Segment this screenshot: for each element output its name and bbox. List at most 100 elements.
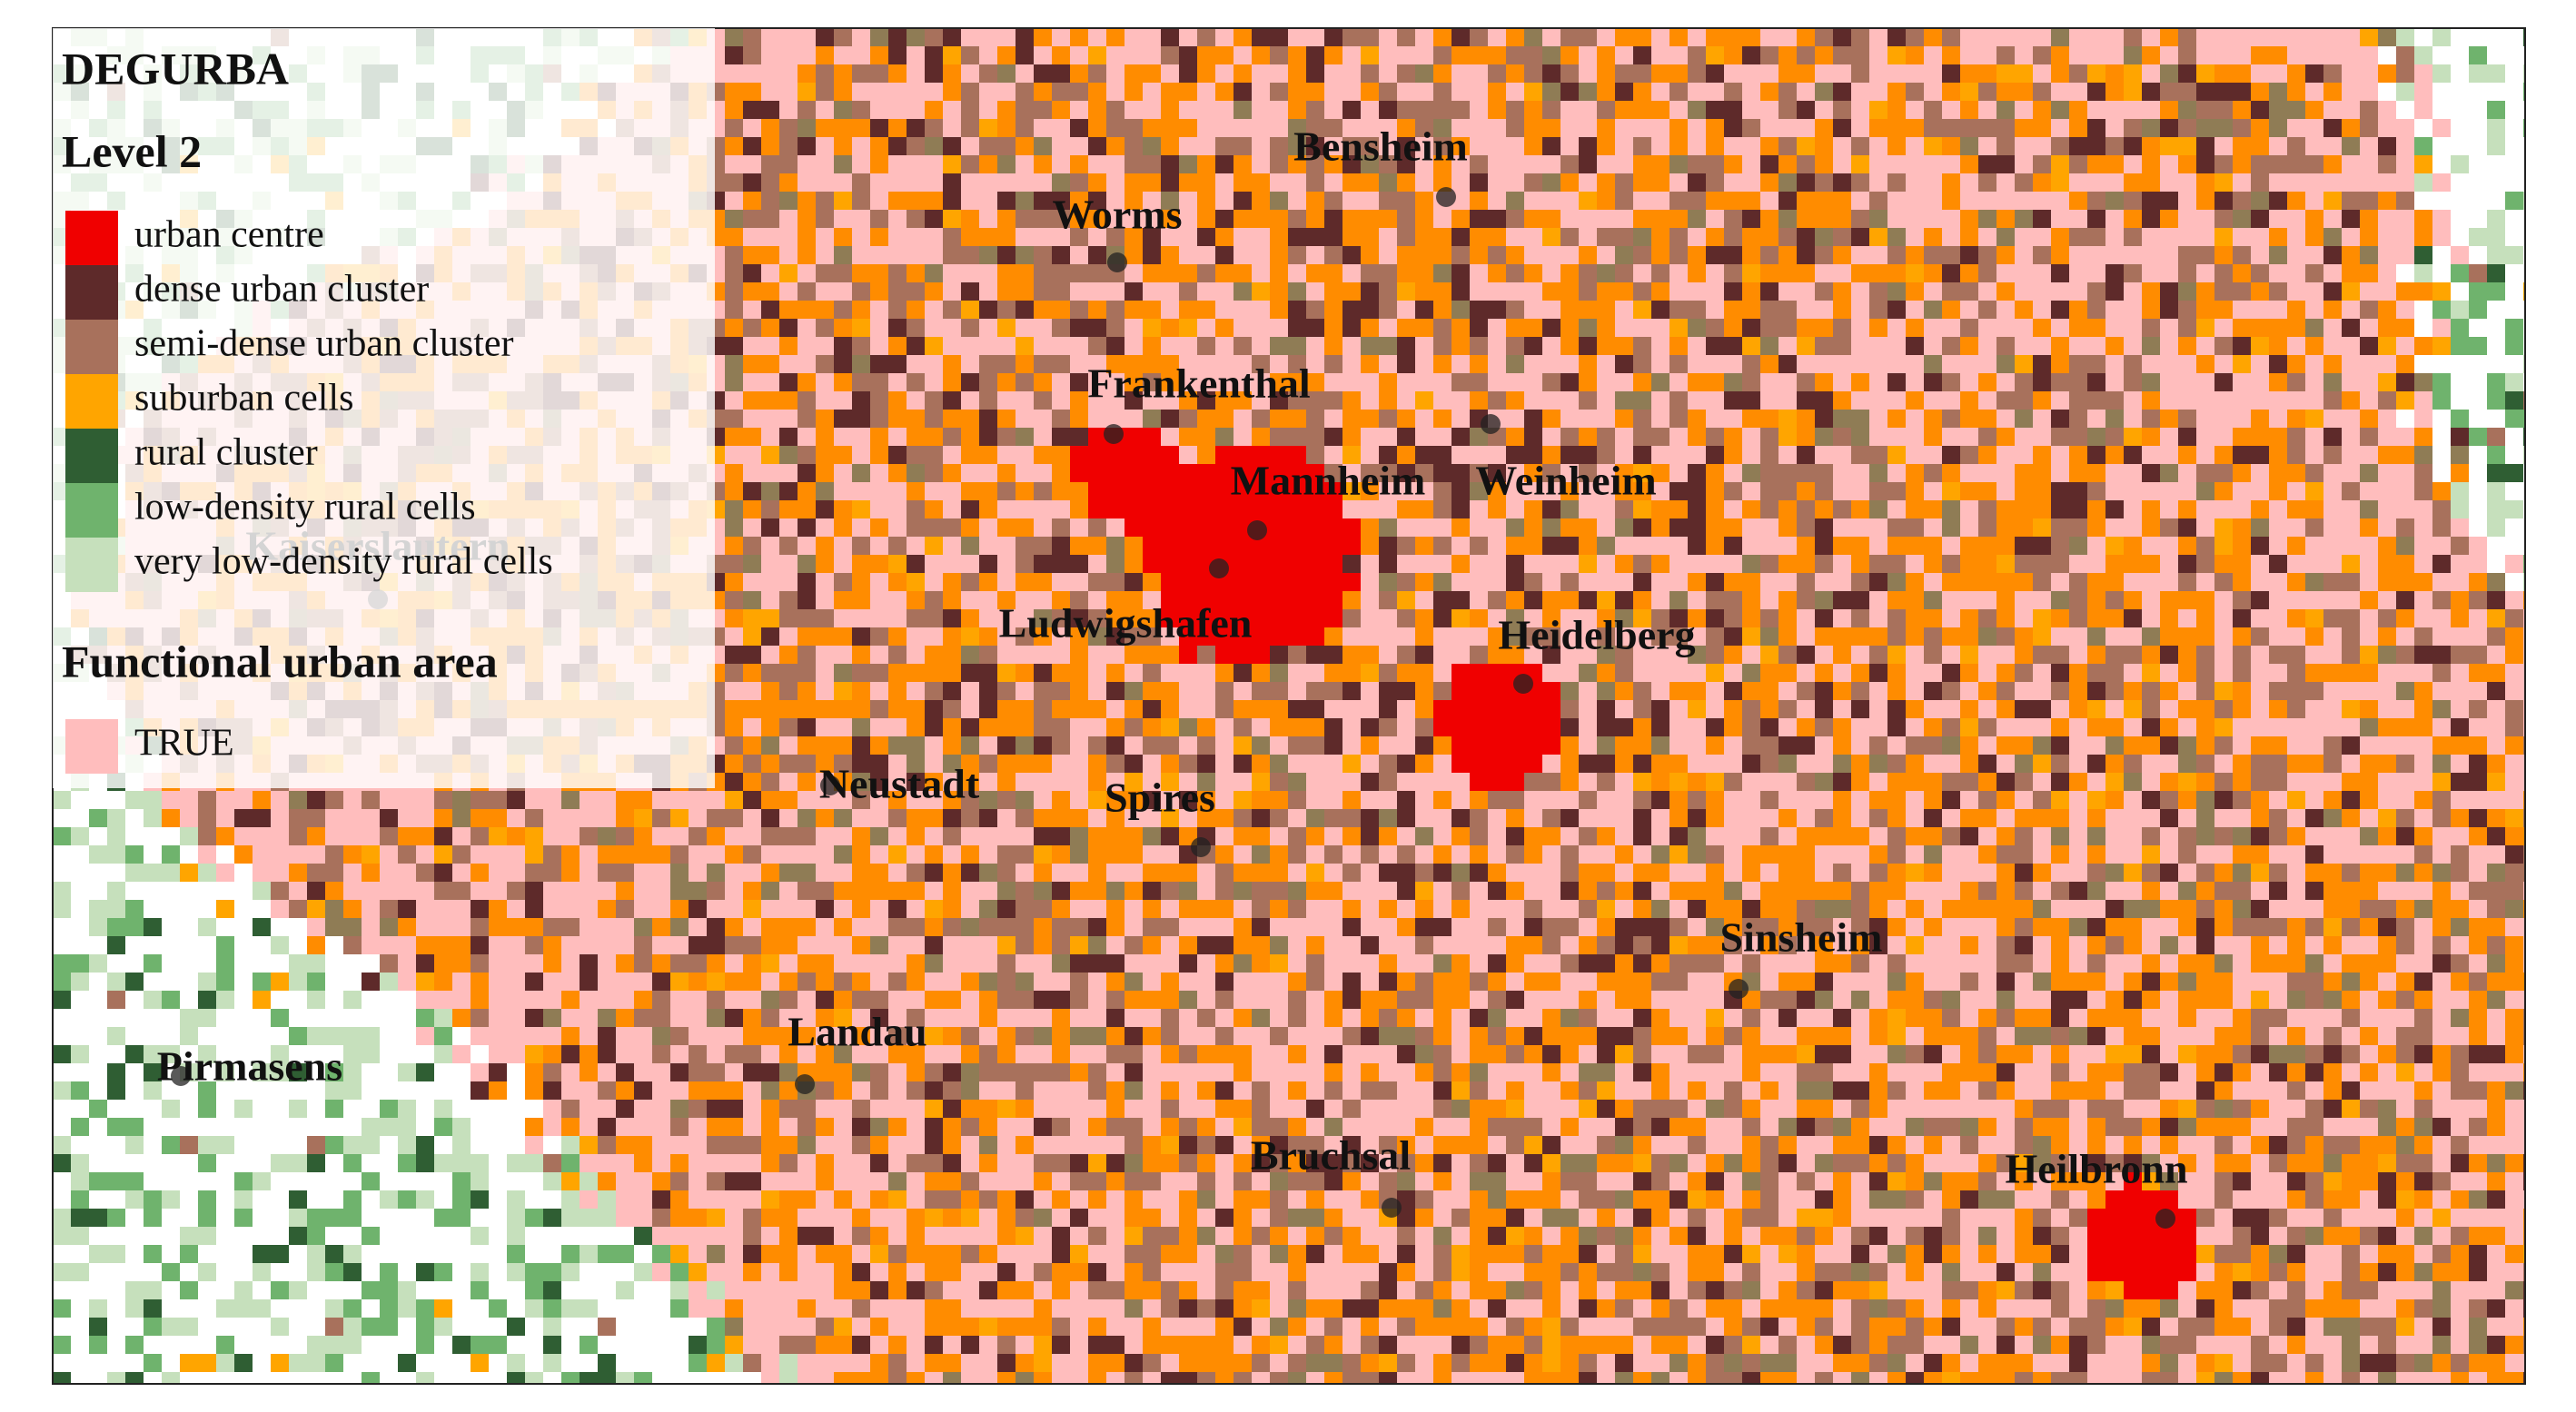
urban-cell [1688, 46, 1706, 64]
fua-cell [2051, 83, 2069, 101]
fua-cell [1488, 192, 1506, 210]
fua-cell [2087, 246, 2105, 264]
urban-cell [1451, 337, 1470, 355]
urban-cell [779, 391, 798, 410]
fua-cell [1143, 46, 1161, 64]
urban-cell [2342, 391, 2360, 410]
urban-cell [1324, 228, 1342, 246]
rural-cell [2469, 64, 2487, 83]
fua-cell [1724, 64, 1742, 83]
urban-cell [852, 319, 870, 337]
fua-cell [907, 173, 925, 192]
fua-cell [2015, 155, 2033, 173]
urban-cell [1579, 355, 1597, 373]
fua-cell [907, 101, 925, 119]
urban-cell [2015, 410, 2033, 428]
urban-cell [2069, 64, 2087, 83]
rural-cell [2505, 410, 2523, 428]
fua-cell [2342, 64, 2360, 83]
fua-cell [1397, 83, 1415, 101]
fua-cell [779, 46, 798, 64]
fua-cell [2142, 355, 2160, 373]
fua-cell [1052, 119, 1070, 137]
fua-cell [2432, 228, 2451, 246]
rural-cell [2414, 46, 2432, 64]
urban-cell [888, 64, 907, 83]
fua-cell [2105, 246, 2124, 264]
urban-cell [1651, 64, 1669, 83]
fua-cell [2305, 119, 2323, 137]
urban-cell [761, 446, 779, 464]
urban-cell [1215, 264, 1234, 282]
urban-cell [979, 373, 997, 391]
urban-cell [2269, 464, 2287, 482]
fua-cell [2051, 282, 2069, 301]
urban-cell [1034, 264, 1052, 282]
urban-cell [2378, 64, 2396, 83]
fua-cell [1615, 155, 1633, 173]
urban-cell [1542, 228, 1560, 246]
rural-cell [2451, 410, 2469, 428]
urban-cell [1815, 428, 1833, 446]
fua-cell [1688, 83, 1706, 101]
urban-cell [1778, 155, 1797, 173]
fua-cell [1070, 246, 1088, 264]
urban-cell [2033, 391, 2051, 410]
urban-cell [1887, 119, 1906, 137]
urban-cell [1978, 64, 1996, 83]
fua-cell [1869, 46, 1887, 64]
rural-cell [2432, 337, 2451, 355]
fua-cell [2287, 337, 2305, 355]
fua-cell [2160, 355, 2178, 373]
urban-cell [1379, 173, 1397, 192]
urban-cell [2342, 282, 2360, 301]
urban-cell [1942, 410, 1960, 428]
urban-cell [1342, 137, 1361, 155]
fua-cell [2160, 446, 2178, 464]
fua-cell [1470, 137, 1488, 155]
urban-cell [1270, 228, 1288, 246]
fua-cell [1342, 192, 1361, 210]
urban-cell [834, 319, 852, 337]
urban-cell [2360, 464, 2378, 482]
urban-cell [1706, 46, 1724, 64]
urban-cell [1034, 446, 1052, 464]
fua-cell [1960, 301, 1978, 319]
urban-cell [1143, 137, 1161, 155]
fua-cell [2414, 410, 2432, 428]
fua-cell [1016, 410, 1034, 428]
urban-cell [1924, 373, 1942, 391]
urban-cell [1542, 410, 1560, 428]
urban-cell [925, 410, 943, 428]
fua-cell [1161, 301, 1179, 319]
urban-cell [1560, 46, 1579, 64]
fua-cell [1179, 246, 1197, 264]
fua-cell [1361, 192, 1379, 210]
urban-cell [816, 482, 834, 500]
fua-cell [1924, 46, 1942, 64]
fua-cell [2287, 246, 2305, 264]
urban-cell [1470, 319, 1488, 337]
urban-cell [1633, 428, 1651, 446]
urban-cell [2342, 482, 2360, 500]
fua-cell [2160, 337, 2178, 355]
urban-cell [779, 446, 798, 464]
urban-cell [2360, 337, 2378, 355]
urban-cell [2214, 337, 2233, 355]
urban-cell [1125, 246, 1143, 264]
urban-cell [725, 428, 743, 446]
fua-cell [1016, 446, 1034, 464]
urban-cell [1016, 355, 1034, 373]
fua-cell [2323, 28, 2342, 46]
urban-cell [1288, 337, 1306, 355]
urban-cell [1560, 83, 1579, 101]
fua-cell [1851, 119, 1869, 137]
fua-cell [2033, 410, 2051, 428]
urban-cell [943, 192, 961, 210]
urban-cell [1597, 173, 1615, 192]
fua-cell [1960, 355, 1978, 373]
urban-cell [1778, 173, 1797, 192]
fua-cell [816, 391, 834, 410]
urban-cell [1996, 337, 2015, 355]
urban-cell [1669, 246, 1688, 264]
